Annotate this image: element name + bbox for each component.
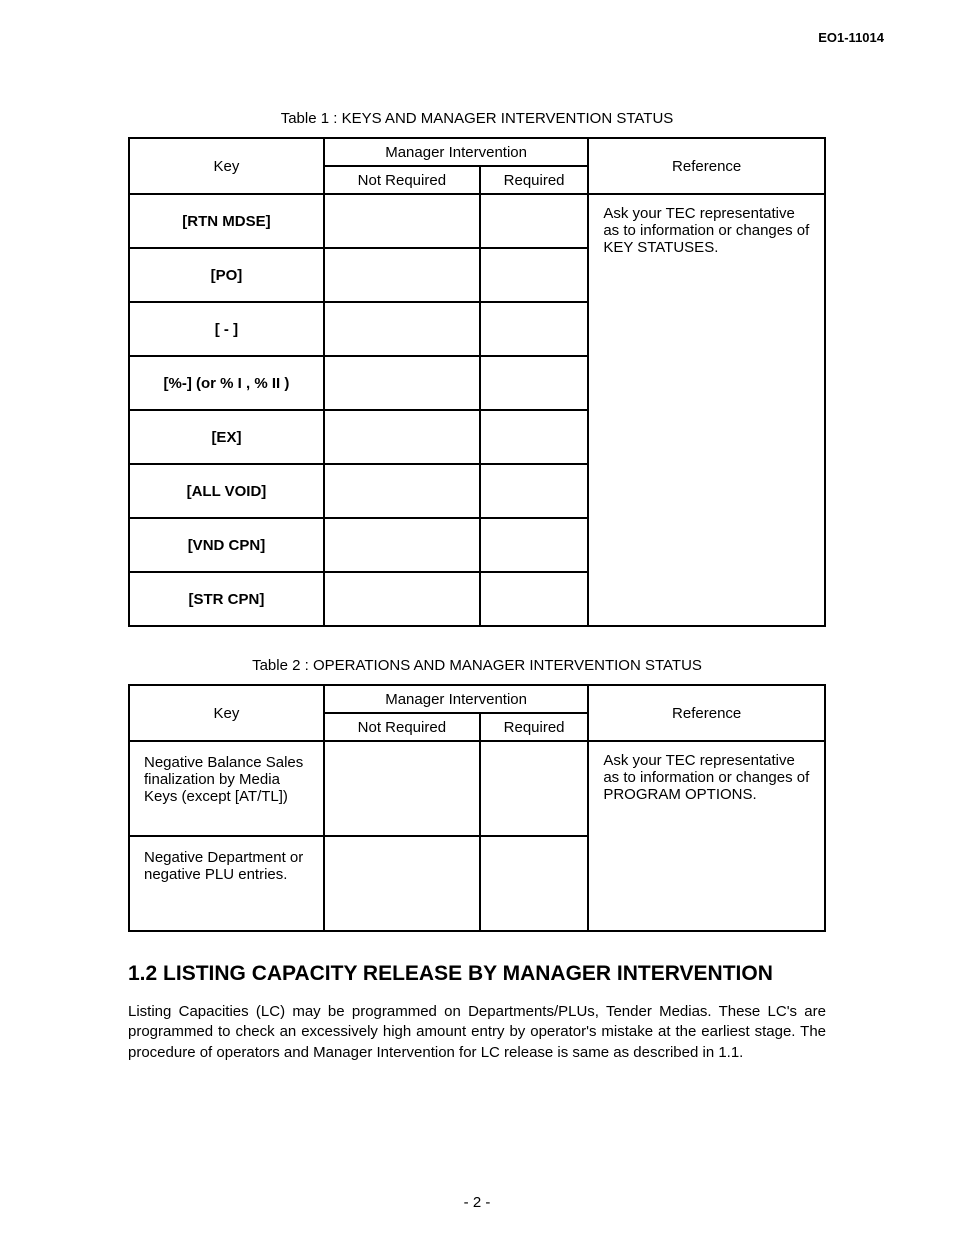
t1-header-notreq: Not Required bbox=[324, 166, 480, 194]
section-body: Listing Capacities (LC) may be programme… bbox=[128, 1002, 826, 1063]
t1-row3-notreq bbox=[324, 356, 480, 410]
t1-row0-key: [RTN MDSE] bbox=[129, 194, 324, 248]
t1-row5-key: [ALL VOID] bbox=[129, 464, 324, 518]
t1-row4-key: [EX] bbox=[129, 410, 324, 464]
t1-row6-notreq bbox=[324, 518, 480, 572]
t1-row0-req bbox=[480, 194, 588, 248]
t2-row1-req bbox=[480, 836, 588, 931]
section-heading: 1.2 LISTING CAPACITY RELEASE BY MANAGER … bbox=[128, 962, 826, 986]
t2-header-notreq: Not Required bbox=[324, 713, 480, 741]
t1-row2-notreq bbox=[324, 302, 480, 356]
t1-row4-notreq bbox=[324, 410, 480, 464]
t1-row3-req bbox=[480, 356, 588, 410]
t1-header-mgr: Manager Intervention bbox=[324, 138, 588, 166]
page-content: Table 1 : KEYS AND MANAGER INTERVENTION … bbox=[128, 30, 826, 1063]
t1-header-req: Required bbox=[480, 166, 588, 194]
table2: Key Manager Intervention Reference Not R… bbox=[128, 684, 826, 932]
t1-row1-notreq bbox=[324, 248, 480, 302]
document-id: EO1-11014 bbox=[818, 30, 884, 45]
t2-header-ref: Reference bbox=[588, 685, 825, 741]
t2-header-key: Key bbox=[129, 685, 324, 741]
t1-row7-key: [STR CPN] bbox=[129, 572, 324, 626]
t1-row7-req bbox=[480, 572, 588, 626]
t1-header-ref: Reference bbox=[588, 138, 825, 194]
t1-row1-key: [PO] bbox=[129, 248, 324, 302]
t2-header-req: Required bbox=[480, 713, 588, 741]
t1-row5-req bbox=[480, 464, 588, 518]
t1-row5-notreq bbox=[324, 464, 480, 518]
t1-row6-key: [VND CPN] bbox=[129, 518, 324, 572]
table2-caption: Table 2 : OPERATIONS AND MANAGER INTERVE… bbox=[128, 657, 826, 674]
t1-row2-req bbox=[480, 302, 588, 356]
page-number: - 2 - bbox=[0, 1194, 954, 1211]
t1-row4-req bbox=[480, 410, 588, 464]
t2-row0-req bbox=[480, 741, 588, 836]
table1: Key Manager Intervention Reference Not R… bbox=[128, 137, 826, 627]
t1-row2-key: [ - ] bbox=[129, 302, 324, 356]
t2-row1-key: Negative Department or negative PLU entr… bbox=[129, 836, 324, 931]
t1-row3-key: [%-] (or % I , % II ) bbox=[129, 356, 324, 410]
t1-row6-req bbox=[480, 518, 588, 572]
t2-row0-notreq bbox=[324, 741, 480, 836]
t2-row0-key: Negative Balance Sales finalization by M… bbox=[129, 741, 324, 836]
t2-header-mgr: Manager Intervention bbox=[324, 685, 588, 713]
t1-reference: Ask your TEC representative as to inform… bbox=[588, 194, 825, 626]
t1-row0-notreq bbox=[324, 194, 480, 248]
table1-caption: Table 1 : KEYS AND MANAGER INTERVENTION … bbox=[128, 110, 826, 127]
t1-header-key: Key bbox=[129, 138, 324, 194]
t1-row7-notreq bbox=[324, 572, 480, 626]
t2-row1-notreq bbox=[324, 836, 480, 931]
t2-reference: Ask your TEC representative as to inform… bbox=[588, 741, 825, 931]
t1-row1-req bbox=[480, 248, 588, 302]
